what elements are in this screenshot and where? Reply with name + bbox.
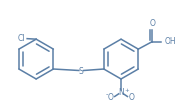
Text: OH: OH (165, 37, 176, 46)
Text: N: N (118, 88, 124, 97)
Text: O: O (149, 19, 155, 28)
Text: +: + (125, 88, 129, 93)
Text: Cl: Cl (18, 34, 25, 43)
Text: O: O (128, 93, 134, 102)
Text: -: - (106, 91, 108, 97)
Text: S: S (79, 67, 84, 75)
Text: O: O (108, 93, 114, 102)
